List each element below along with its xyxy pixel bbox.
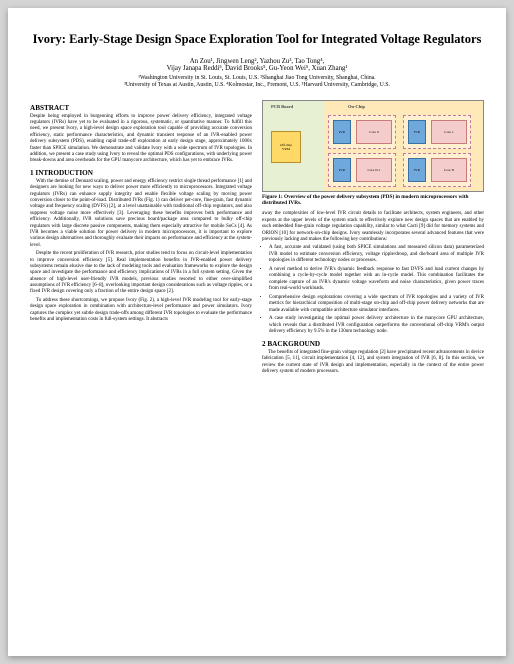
- intro-paragraph-2: Despite the recent proliferation of IVR …: [30, 251, 252, 296]
- figure-onchip-label: On-Chip: [348, 104, 365, 109]
- figure-1-caption: Figure 1: Overview of the power delivery…: [262, 194, 484, 207]
- figure-1-diagram: PCB Board On-Chip Off-chip VRM IVR IVR I…: [262, 100, 484, 192]
- figure-core-block-2: Core 1: [431, 120, 467, 144]
- left-column: ABSTRACT Despite being employed in burge…: [30, 100, 252, 378]
- contribution-item-2: A novel method to derive IVR's dynamic f…: [269, 267, 484, 293]
- background-heading: 2 BACKGROUND: [262, 340, 484, 348]
- affiliation-list: ¹Washington University in St. Louis, St.…: [30, 75, 484, 90]
- abstract-heading: ABSTRACT: [30, 104, 252, 112]
- figure-ivr-block-4: IVR: [408, 158, 426, 182]
- contribution-item-1: A fast, accurate and validated (using bo…: [269, 245, 484, 265]
- two-column-layout: ABSTRACT Despite being employed in burge…: [30, 100, 484, 378]
- figure-ivr-block-2: IVR: [408, 120, 426, 144]
- figure-core-block-3: Core N-1: [356, 158, 392, 182]
- figure-core-block-1: Core 0: [356, 120, 392, 144]
- figure-pcb-label: PCB Board: [271, 104, 293, 109]
- paper-page: Ivory: Early-Stage Design Space Explorat…: [8, 8, 506, 656]
- right-column: PCB Board On-Chip Off-chip VRM IVR IVR I…: [262, 100, 484, 378]
- intro-paragraph-1: With the demise of Dennard scaling, powe…: [30, 179, 252, 249]
- figure-core-block-4: Core N: [431, 158, 467, 182]
- intro-paragraph-3: To address these shortcomings, we propos…: [30, 298, 252, 324]
- contribution-item-3: Comprehensive design explorations coveri…: [269, 295, 484, 315]
- author-list: An Zou¹, Jingwen Leng², Yazhou Zu³, Tao …: [30, 58, 484, 72]
- col2-continuation-paragraph: away the complexities of low-level IVR c…: [262, 211, 484, 243]
- figure-vrm-label: Off-chip VRM: [280, 143, 292, 151]
- abstract-text: Despite being employed in burgeoning eff…: [30, 114, 252, 165]
- paper-title: Ivory: Early-Stage Design Space Explorat…: [30, 32, 484, 48]
- figure-vrm-block: Off-chip VRM: [271, 131, 301, 163]
- contribution-item-4: A case study investigating the optimal p…: [269, 316, 484, 336]
- contribution-list: A fast, accurate and validated (using bo…: [262, 245, 484, 336]
- background-paragraph-1: The benefits of integrated fine-grain vo…: [262, 350, 484, 376]
- figure-ivr-block-1: IVR: [333, 120, 351, 144]
- intro-heading: 1 INTRODUCTION: [30, 169, 252, 177]
- figure-ivr-block-3: IVR: [333, 158, 351, 182]
